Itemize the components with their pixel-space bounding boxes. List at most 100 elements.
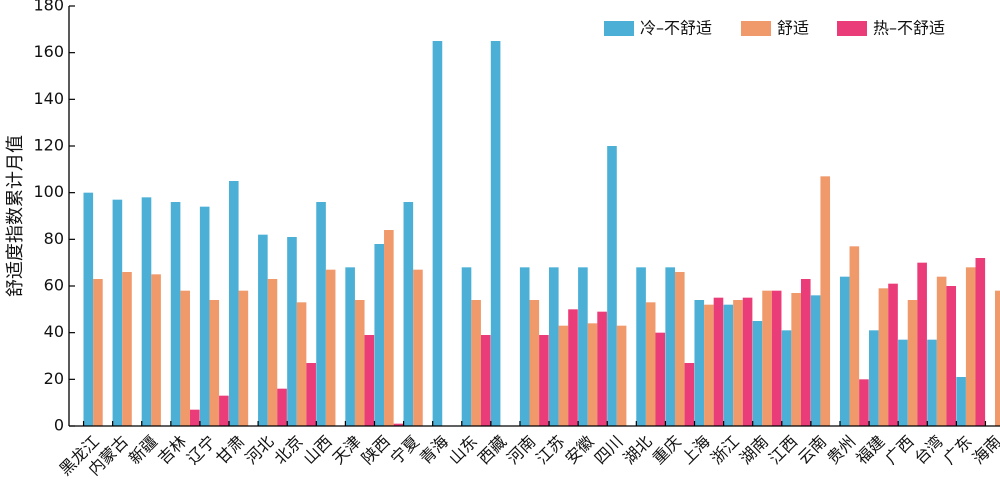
bar-辽宁-舒适: [209, 300, 220, 426]
bar-宁夏-冷–不舒适: [403, 202, 414, 426]
bar-湖北-冷–不舒适: [636, 267, 646, 426]
bar-山西-舒适: [325, 269, 336, 426]
bar-重庆-热–不舒适: [684, 363, 695, 426]
bar-台湾-热–不舒适: [946, 286, 957, 426]
x-tick-label: 广西: [881, 432, 917, 468]
bar-重庆-冷–不舒适: [665, 267, 675, 426]
x-tick-label: 云南: [794, 432, 830, 468]
y-ticks-group: 0 20 40 60 80 100 120 140 160 180: [33, 0, 75, 435]
bar-贵州-冷–不舒适: [839, 276, 850, 426]
bar-台湾-冷–不舒适: [927, 339, 937, 426]
bar-云南-冷–不舒适: [810, 295, 821, 426]
x-tick-label: 青海: [416, 432, 452, 468]
bar-贵州-舒适: [849, 246, 860, 426]
y-tick-label: 100: [33, 182, 64, 201]
bar-安徽-热–不舒适: [597, 311, 607, 426]
x-tick-label: 浙江: [707, 432, 743, 468]
bar-安徽-舒适: [587, 323, 598, 426]
legend-swatch: [741, 21, 771, 36]
legend-label: 热–不舒适: [873, 19, 945, 38]
bar-西藏-冷–不舒适: [490, 41, 501, 426]
bar-黑龙江-舒适: [93, 279, 103, 426]
x-tick-label: 辽宁: [183, 432, 219, 468]
bar-海南-舒适: [995, 290, 1000, 426]
bar-吉林-热–不舒适: [189, 409, 200, 426]
bar-台湾-舒适: [936, 276, 947, 426]
bar-江苏-热–不舒适: [568, 309, 578, 426]
bar-黑龙江-冷–不舒适: [83, 192, 94, 426]
bar-湖南-冷–不舒适: [752, 321, 763, 426]
bar-山东-热–不舒适: [480, 335, 491, 426]
bar-吉林-冷–不舒适: [170, 202, 181, 426]
bar-河北-舒适: [267, 279, 278, 426]
x-tick-label: 江西: [765, 432, 801, 468]
axes-group: [68, 6, 1000, 427]
x-tick-label: 山东: [445, 432, 481, 468]
bar-江苏-舒适: [558, 325, 569, 426]
bar-江苏-冷–不舒适: [549, 267, 559, 426]
bar-河北-热–不舒适: [277, 388, 287, 426]
legend-swatch: [604, 21, 634, 36]
x-tick-label: 天津: [329, 432, 365, 468]
x-tick-label: 湖北: [620, 432, 656, 468]
bar-福建-热–不舒适: [888, 283, 898, 426]
bar-云南-舒适: [820, 176, 831, 426]
bar-陕西-舒适: [384, 230, 394, 426]
y-tick-label: 120: [33, 136, 64, 155]
bar-四川-舒适: [616, 325, 627, 426]
x-tick-label: 江苏: [532, 432, 568, 468]
bar-内蒙古-舒适: [122, 272, 132, 426]
bar-福建-冷–不舒适: [869, 330, 879, 426]
x-labels-group: 黑龙江内蒙古新疆吉林辽宁甘肃河北北京山西天津陕西宁夏青海山东西藏河南江苏安徽四川…: [55, 421, 1000, 479]
bar-北京-冷–不舒适: [287, 237, 297, 426]
y-tick-label: 180: [33, 0, 64, 15]
bar-湖南-热–不舒适: [771, 290, 782, 426]
x-tick-label: 吉林: [154, 432, 190, 468]
bar-江西-热–不舒适: [800, 279, 811, 426]
bar-山东-舒适: [471, 300, 481, 426]
bar-河南-冷–不舒适: [519, 267, 530, 426]
bar-北京-舒适: [296, 302, 307, 426]
bar-陕西-热–不舒适: [393, 423, 404, 426]
x-tick-label: 台湾: [911, 432, 947, 468]
bar-江西-冷–不舒适: [781, 330, 792, 426]
x-tick-label: 山西: [300, 432, 336, 468]
legend: 冷–不舒适 舒适 热–不舒适: [604, 19, 945, 38]
bar-辽宁-热–不舒适: [219, 395, 229, 426]
bar-山西-冷–不舒适: [316, 202, 326, 426]
bar-甘肃-冷–不舒适: [228, 181, 239, 426]
y-tick-label: 0: [54, 416, 64, 435]
x-tick-label: 四川: [590, 432, 626, 468]
bar-江西-舒适: [791, 293, 801, 426]
x-tick-label: 上海: [678, 432, 714, 468]
bar-新疆-舒适: [151, 274, 161, 426]
bar-青海-冷–不舒适: [432, 41, 443, 426]
x-tick-label: 福建: [852, 432, 888, 468]
legend-swatch: [837, 21, 867, 36]
bar-山东-冷–不舒适: [461, 267, 472, 426]
legend-label: 冷–不舒适: [640, 19, 712, 38]
bar-甘肃-舒适: [238, 290, 249, 426]
x-tick-label: 安徽: [561, 432, 597, 468]
x-tick-label: 贵州: [823, 432, 859, 468]
bar-广西-冷–不舒适: [898, 339, 908, 426]
bar-湖南-舒适: [762, 290, 772, 426]
bar-吉林-舒适: [180, 290, 190, 426]
bar-四川-冷–不舒适: [607, 146, 617, 426]
y-tick-label: 160: [33, 42, 64, 61]
bar-宁夏-舒适: [413, 269, 423, 426]
x-tick-label: 北京: [270, 432, 306, 468]
y-tick-label: 60: [44, 276, 64, 295]
bars-group: [83, 41, 1000, 426]
bar-河南-舒适: [529, 300, 540, 426]
bar-天津-舒适: [354, 300, 365, 426]
y-tick-label: 140: [33, 89, 64, 108]
bar-浙江-热–不舒适: [742, 297, 753, 426]
x-tick-label: 甘肃: [212, 432, 248, 468]
bar-辽宁-冷–不舒适: [199, 206, 210, 426]
y-tick-label: 40: [44, 322, 64, 341]
x-tick-label: 湖南: [736, 432, 772, 468]
bar-内蒙古-冷–不舒适: [112, 199, 123, 426]
bar-重庆-舒适: [674, 272, 685, 426]
